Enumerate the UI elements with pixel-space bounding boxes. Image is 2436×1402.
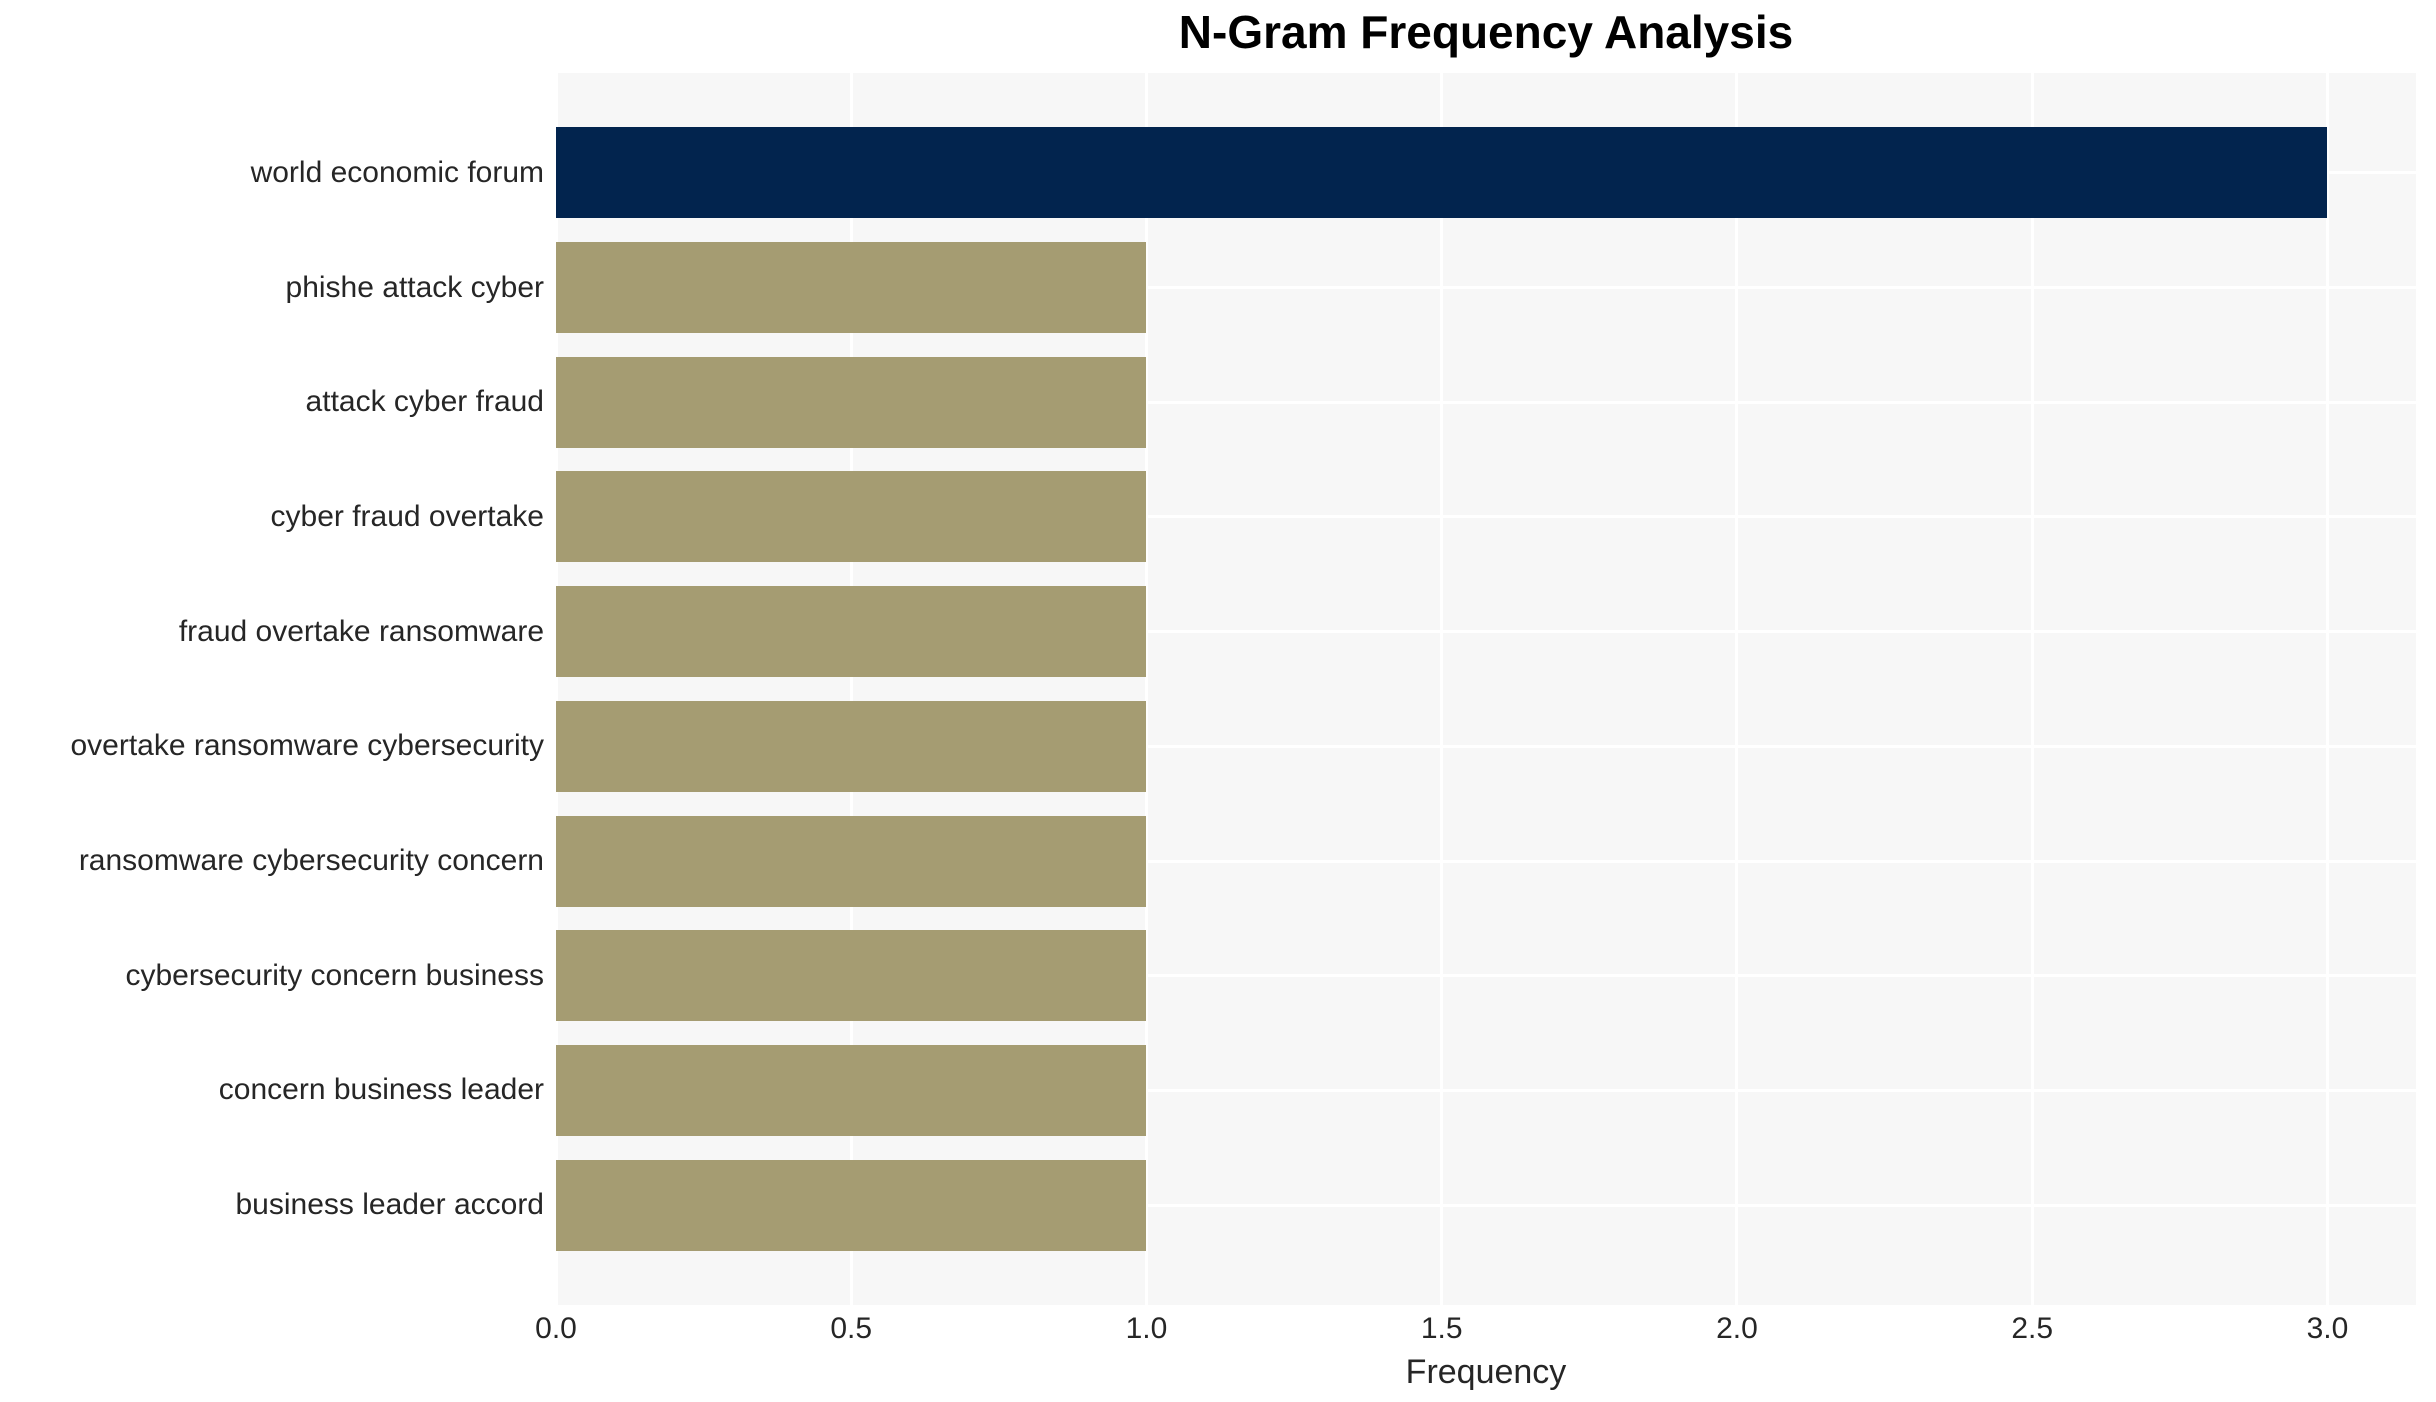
y-tick-label: cybersecurity concern business bbox=[125, 958, 544, 992]
y-gridline bbox=[556, 859, 2416, 863]
bar bbox=[556, 586, 1147, 678]
bar bbox=[556, 1044, 1147, 1136]
y-tick-label: overtake ransomware cybersecurity bbox=[70, 729, 544, 763]
x-tick-label: 0.0 bbox=[535, 1312, 577, 1345]
x-gridline bbox=[2030, 73, 2034, 1305]
x-gridline bbox=[1735, 73, 1739, 1305]
plot-area bbox=[554, 73, 2416, 1305]
y-tick-label: cyber fraud overtake bbox=[270, 499, 544, 533]
y-gridline bbox=[556, 515, 2416, 519]
x-gridline bbox=[554, 73, 558, 1305]
y-tick-label: ransomware cybersecurity concern bbox=[78, 844, 544, 877]
x-tick-label: 2.5 bbox=[2011, 1312, 2054, 1345]
bar bbox=[556, 815, 1147, 907]
y-tick-label: world economic forum bbox=[250, 155, 544, 189]
y-tick-label: attack cyber fraud bbox=[305, 385, 544, 419]
y-tick-label: fraud overtake ransomware bbox=[178, 614, 544, 648]
x-axis-title: Frequency bbox=[1405, 1353, 1567, 1391]
bar bbox=[556, 242, 1147, 334]
y-tick-label: concern business leader bbox=[218, 1073, 544, 1107]
x-tick-label: 1.5 bbox=[1420, 1312, 1463, 1345]
chart-title: N-Gram Frequency Analysis bbox=[1178, 6, 1794, 58]
x-gridline bbox=[2325, 73, 2329, 1305]
y-gridline bbox=[556, 286, 2416, 290]
x-gridline bbox=[849, 73, 853, 1305]
x-gridline bbox=[1440, 73, 1444, 1305]
x-tick-label: 3.0 bbox=[2306, 1312, 2349, 1345]
y-gridline bbox=[556, 1088, 2416, 1092]
y-axis-labels: world economic forum phishe attack cyber a… bbox=[0, 0, 544, 1402]
y-gridline bbox=[556, 1203, 2416, 1207]
y-gridline bbox=[556, 400, 2416, 404]
bar bbox=[556, 471, 1147, 563]
bar bbox=[556, 127, 2328, 219]
bar bbox=[556, 930, 1147, 1022]
bar bbox=[556, 356, 1147, 448]
x-tick-label: 2.0 bbox=[1716, 1312, 1758, 1345]
y-tick-label: phishe attack cyber bbox=[285, 270, 544, 304]
y-tick-label: business leader accord bbox=[235, 1188, 544, 1221]
y-gridline bbox=[556, 974, 2416, 978]
x-tick-label: 0.5 bbox=[830, 1312, 873, 1345]
bar bbox=[556, 1159, 1147, 1251]
bar bbox=[556, 700, 1147, 792]
x-gridline bbox=[1144, 73, 1148, 1305]
y-gridline bbox=[556, 630, 2416, 634]
x-tick-label: 1.0 bbox=[1125, 1312, 1168, 1345]
y-gridline bbox=[556, 744, 2416, 748]
